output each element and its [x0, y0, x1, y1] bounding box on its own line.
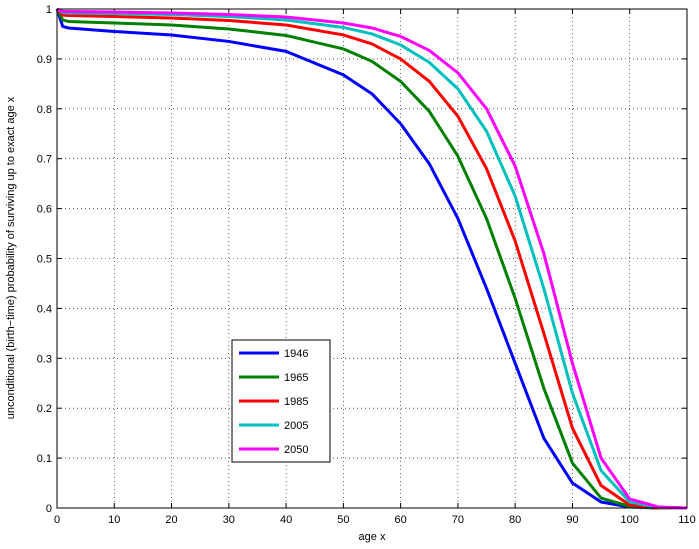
y-tick-label: 0.9: [37, 54, 52, 66]
x-tick-label: 90: [566, 514, 578, 526]
x-tick-label: 50: [337, 514, 349, 526]
x-tick-label: 80: [509, 514, 521, 526]
y-tick-label: 0.2: [37, 403, 52, 415]
series-line: [55, 8, 687, 510]
x-tick-label: 110: [678, 514, 696, 526]
series-line: [56, 7, 688, 510]
x-tick-label: 100: [621, 514, 639, 526]
x-tick-label: 20: [165, 514, 177, 526]
legend-label: 1985: [284, 396, 308, 408]
y-tick-label: 0.5: [37, 254, 52, 266]
x-tick-label: 30: [223, 514, 235, 526]
series-line: [55, 7, 687, 510]
legend-label: 1965: [284, 372, 308, 384]
x-tick-label: 40: [280, 514, 292, 526]
x-tick-label: 10: [108, 514, 120, 526]
legend-label: 2005: [284, 420, 308, 432]
y-tick-label: 0.8: [37, 104, 52, 116]
legend-label: 1946: [284, 348, 308, 360]
x-tick-label: 0: [54, 514, 60, 526]
x-tick-label: 60: [395, 514, 407, 526]
x-tick-label: 70: [452, 514, 464, 526]
legend-label: 2050: [284, 444, 308, 456]
x-axis-label: age x: [359, 531, 386, 543]
plot-frame: [56, 8, 688, 509]
y-tick-label: 0.6: [37, 204, 52, 216]
y-tick-label: 0.1: [37, 453, 52, 465]
y-tick-label: 0.4: [37, 303, 52, 315]
y-tick-label: 1: [46, 4, 52, 16]
y-tick-label: 0.7: [37, 154, 52, 166]
series-line: [55, 8, 687, 510]
y-tick-label: 0: [46, 503, 52, 515]
y-tick-label: 0.3: [37, 353, 52, 365]
y-axis-label: unconditional (birth−time) probability o…: [5, 96, 17, 419]
